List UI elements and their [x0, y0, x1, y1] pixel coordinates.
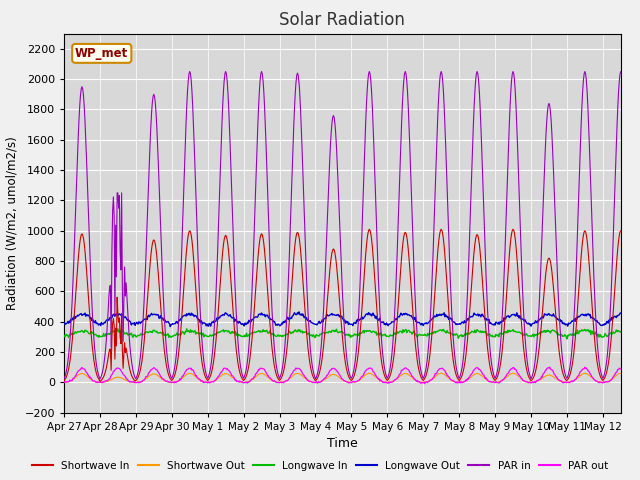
Legend: Shortwave In, Shortwave Out, Longwave In, Longwave Out, PAR in, PAR out: Shortwave In, Shortwave Out, Longwave In…	[28, 456, 612, 475]
Y-axis label: Radiation (W/m2, umol/m2/s): Radiation (W/m2, umol/m2/s)	[6, 136, 19, 310]
Text: WP_met: WP_met	[75, 47, 129, 60]
Title: Solar Radiation: Solar Radiation	[280, 11, 405, 29]
X-axis label: Time: Time	[327, 437, 358, 450]
